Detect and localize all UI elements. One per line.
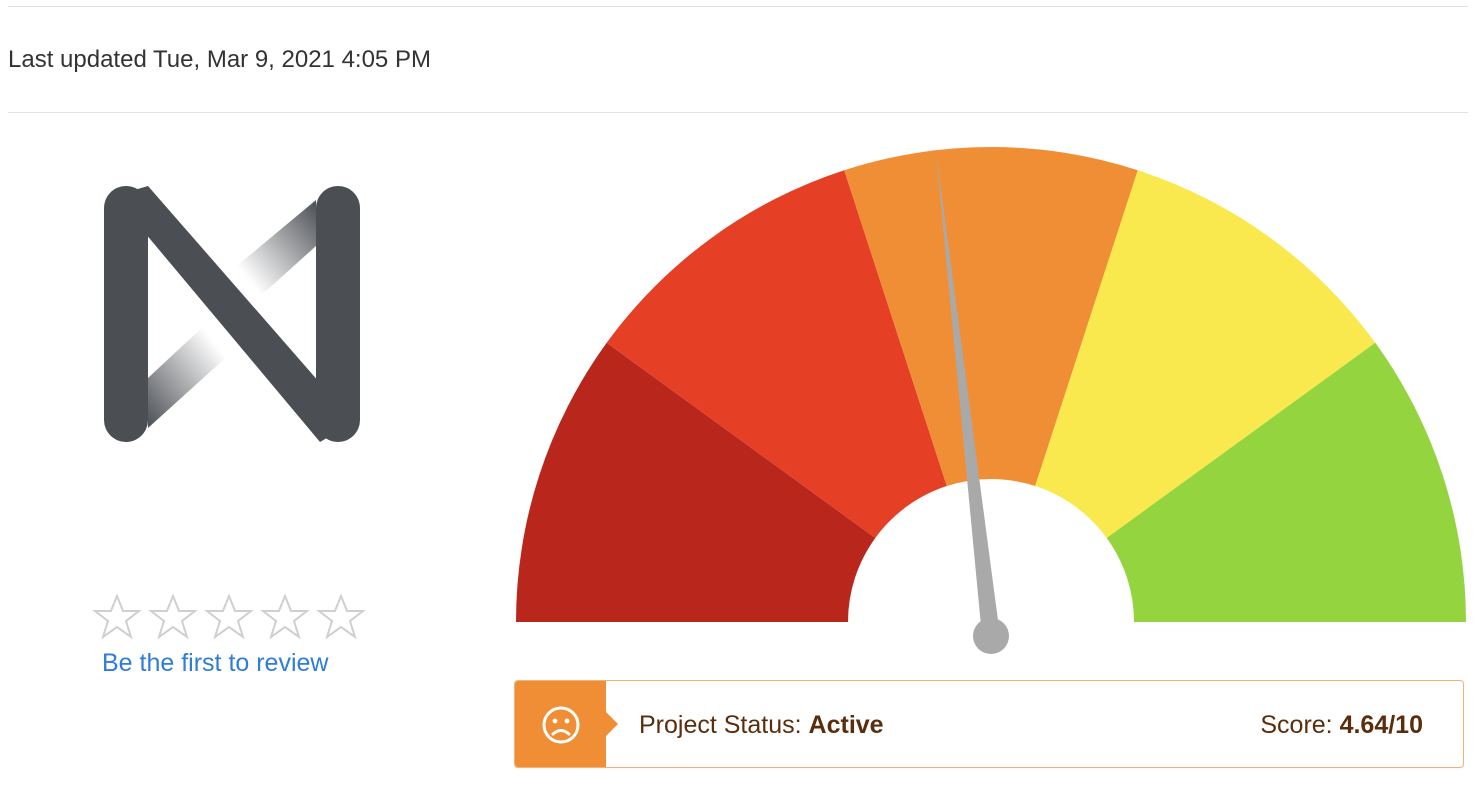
star-empty-icon[interactable] (316, 594, 366, 640)
gauge-segment (1106, 342, 1466, 622)
star-empty-icon[interactable] (148, 594, 198, 640)
project-status-value: Active (808, 711, 884, 739)
last-updated-text: Last updated Tue, Mar 9, 2021 4:05 PM (8, 46, 431, 73)
sad-face-icon (542, 706, 580, 744)
gauge-segment (606, 170, 947, 538)
star-empty-icon[interactable] (92, 594, 142, 640)
n-letter-logo-icon (104, 186, 360, 442)
gauge-segment (516, 342, 876, 622)
star-empty-icon[interactable] (204, 594, 254, 640)
project-logo (100, 182, 364, 446)
gauge-needle (935, 151, 1000, 638)
rating-stars[interactable] (92, 594, 368, 642)
gauge-segment (844, 146, 1138, 486)
be-first-to-review-link[interactable]: Be the first to review (102, 649, 329, 677)
project-status-bar: Project Status: Active Score: 4.64/10 (514, 680, 1464, 768)
star-empty-icon[interactable] (260, 594, 310, 640)
gauge-needle-hub (973, 618, 1009, 654)
project-status: Project Status: Active (639, 709, 884, 741)
status-icon-box (515, 681, 618, 767)
score-label: Score: (1260, 711, 1333, 739)
header-divider (8, 112, 1468, 113)
project-status-label: Project Status: (639, 711, 802, 739)
score-value: 4.64/10 (1339, 711, 1423, 739)
project-score: Score: 4.64/10 (1260, 709, 1423, 741)
top-divider (8, 6, 1468, 7)
score-gauge (516, 146, 1466, 654)
gauge-segment (1035, 170, 1376, 538)
